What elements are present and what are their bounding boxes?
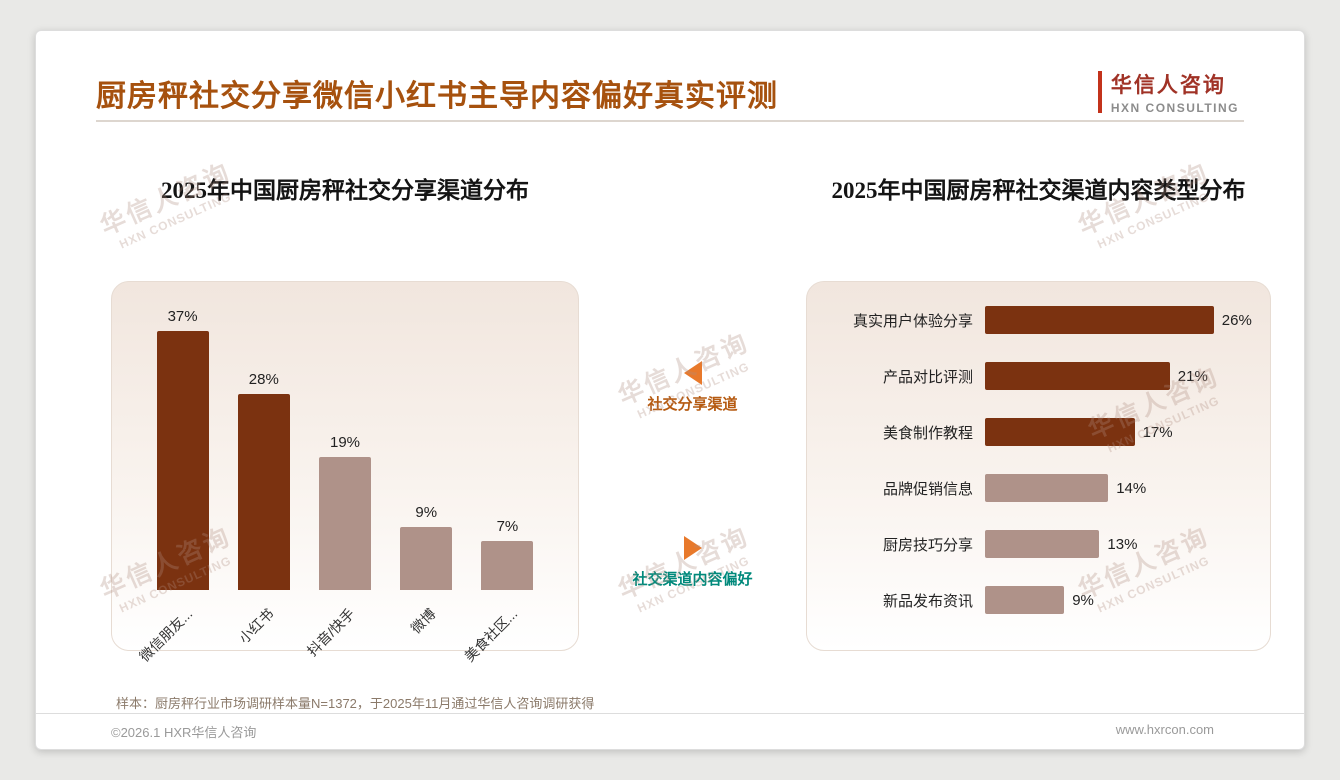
logo-accent-bar	[1097, 71, 1102, 113]
bar-category-label: 美食制作教程	[882, 424, 973, 442]
hbar-item: 美食制作教程 17%	[821, 404, 1262, 460]
bar-value-label: 28%	[248, 371, 279, 388]
hbar-item: 产品对比评测 21%	[821, 348, 1262, 404]
left-chart-panel: 37% 微信朋友... 28% 小红书 19% 抖音/快手 9% 微博 7% 美食社区...	[111, 281, 579, 665]
vbar-item: 19% 抖音/快手	[304, 300, 385, 659]
bar	[400, 527, 453, 590]
bar-value-label: 9%	[1072, 591, 1094, 609]
vbar-item: 28% 小红书	[223, 300, 304, 646]
bar-category-label: 品牌促销信息	[882, 480, 973, 498]
bar	[985, 306, 1214, 334]
slide-card: 厨房秤社交分享微信小红书主导内容偏好真实评测 华信人咨询 HXN CONSULT…	[35, 30, 1305, 750]
bar	[985, 418, 1135, 446]
footer: ©2026.1 HXR华信人咨询 www.hxrcon.com	[111, 722, 1214, 741]
footer-divider	[36, 713, 1304, 714]
bar-value-label: 17%	[1142, 423, 1173, 441]
vbar-item: 7% 美食社区...	[461, 300, 548, 665]
bar	[237, 394, 290, 590]
bar-category-label: 厨房技巧分享	[882, 536, 973, 554]
bar-category-label: 新品发布资讯	[882, 592, 973, 610]
bar-value-label: 7%	[496, 518, 519, 535]
copyright-text: ©2026.1 HXR华信人咨询	[111, 725, 257, 740]
bar-category-label: 微博	[407, 605, 439, 637]
bar	[156, 331, 209, 590]
bar-category-label: 小红书	[235, 605, 277, 647]
bar-value-label: 13%	[1107, 535, 1138, 553]
bar	[985, 474, 1109, 502]
website-text: www.hxrcon.com	[1115, 722, 1214, 737]
bar-category-label: 美食社区...	[460, 605, 521, 665]
annotation-share-channels: 社交分享渠道	[579, 361, 806, 414]
page-title: 厨房秤社交分享微信小红书主导内容偏好真实评测	[96, 80, 778, 113]
bar-category-label: 微信朋友...	[136, 605, 196, 665]
bar-category-label: 真实用户体验分享	[852, 312, 973, 330]
vbar-item: 37% 微信朋友...	[136, 300, 223, 665]
bar-value-label: 37%	[167, 308, 198, 325]
bar-value-label: 9%	[415, 504, 438, 521]
vbar-item: 9% 微博	[386, 300, 467, 637]
logo-name: 华信人咨询	[1110, 74, 1226, 97]
brand-logo: 华信人咨询 HXN CONSULTING	[1097, 69, 1239, 115]
bar	[985, 586, 1065, 614]
arrow-left-icon	[683, 361, 702, 385]
bar-category-label: 抖音/快手	[304, 605, 358, 660]
arrow-right-icon	[683, 536, 702, 560]
bar	[481, 541, 534, 590]
logo-subtitle: HXN CONSULTING	[1110, 101, 1239, 115]
annotation-label: 社交分享渠道	[647, 396, 738, 413]
annotation-label: 社交渠道内容偏好	[632, 571, 753, 588]
bar-value-label: 19%	[329, 434, 361, 451]
header-divider	[96, 120, 1244, 122]
bar-category-label: 产品对比评测	[882, 368, 973, 386]
hbar-item: 新品发布资讯 9%	[821, 572, 1262, 628]
left-chart-title: 2025年中国厨房秤社交分享渠道分布	[161, 178, 529, 203]
bar-value-label: 26%	[1221, 311, 1252, 329]
horizontal-bar-chart: 真实用户体验分享 26% 产品对比评测 21% 美食制作教程 17% 品牌促销信息 14% 厨房…	[821, 292, 1262, 628]
sample-footnote: 样本：厨房秤行业市场调研样本量N=1372，于2025年11月通过华信人咨询调研…	[116, 696, 595, 711]
bar-value-label: 14%	[1116, 479, 1147, 497]
bar	[985, 362, 1170, 390]
annotation-content-preference: 社交渠道内容偏好	[579, 536, 806, 589]
bar	[319, 457, 371, 590]
bar-value-label: 21%	[1177, 367, 1208, 385]
hbar-item: 真实用户体验分享 26%	[821, 292, 1262, 348]
hbar-item: 品牌促销信息 14%	[821, 460, 1262, 516]
right-chart-panel: 真实用户体验分享 26% 产品对比评测 21% 美食制作教程 17% 品牌促销信息 14% 厨房…	[806, 281, 1271, 651]
right-chart-title: 2025年中国厨房秤社交渠道内容类型分布	[831, 178, 1246, 203]
vertical-bar-chart: 37% 微信朋友... 28% 小红书 19% 抖音/快手 9% 微博 7% 美食社区...	[136, 300, 548, 665]
bar	[985, 530, 1100, 558]
hbar-item: 厨房技巧分享 13%	[821, 516, 1262, 572]
